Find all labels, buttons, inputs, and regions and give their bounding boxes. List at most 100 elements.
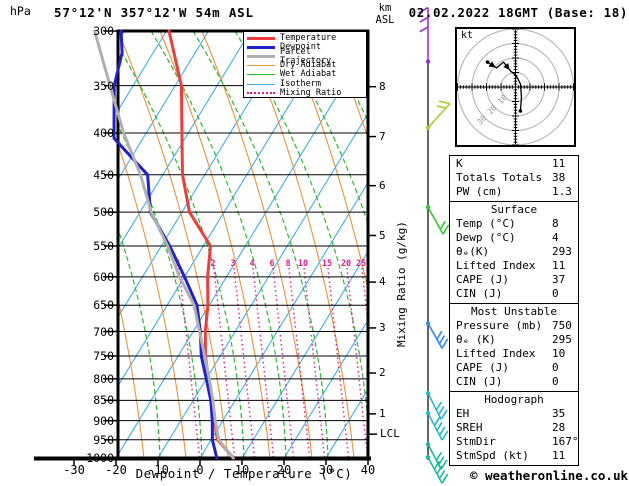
index-label: CIN (J) (456, 287, 503, 300)
hodograph-frame (455, 27, 576, 147)
index-row: EH 35 (450, 407, 578, 421)
index-value: 0 (552, 375, 559, 388)
legend-swatch-wet-adiabat (247, 74, 275, 76)
run-date-label: 02.02.2022 18GMT (Base: 18) (408, 5, 628, 20)
index-value: 10 (552, 347, 566, 360)
x-tick-label: 20 (276, 463, 292, 477)
km-tick-label: 7 (379, 129, 386, 143)
index-value: 167° (552, 435, 579, 448)
x-tick-label: 30 (318, 463, 334, 477)
index-value: 293 (552, 245, 572, 258)
pressure-tick-label: 600 (93, 269, 114, 284)
index-label: EH (456, 407, 470, 420)
x-axis-label: Dewpoint / Temperature (°C) (135, 466, 353, 481)
index-row: Totals Totals 38 (450, 171, 578, 185)
mixing-ratio-line-label: 8 (285, 259, 290, 269)
pressure-tick-label: 450 (93, 167, 114, 182)
pressure-tick-label: 500 (93, 205, 114, 220)
legend-label: Dry Adiabat (280, 60, 337, 71)
mixing-ratio-line-label: 4 (249, 259, 254, 269)
index-label: θₑ(K) (456, 245, 490, 258)
km-tick-label: 4 (379, 275, 386, 289)
index-label: K (456, 157, 463, 170)
index-row: Lifted Index 10 (450, 347, 578, 361)
legend-label: Dewpoint (280, 42, 321, 53)
index-value: 8 (552, 217, 559, 230)
index-label: Totals Totals (456, 171, 543, 184)
index-row: StmDir 167° (450, 435, 579, 449)
section-title: Surface (490, 203, 538, 216)
index-label: Lifted Index (456, 347, 536, 360)
index-value: 4 (552, 231, 559, 244)
legend-item: Dry Adiabat (247, 61, 363, 70)
section-title: Hodograph (484, 393, 544, 406)
index-row: CIN (J) 0 (450, 375, 578, 389)
km-tick-label: 5 (379, 228, 386, 242)
index-value: 0 (552, 361, 559, 374)
index-row: θₑ(K) 293 (450, 245, 578, 259)
lcl-marker-label: LCL (380, 427, 400, 440)
mixing-ratio-axis-label: Mixing Ratio (g/kg) (395, 221, 408, 347)
index-value: 1.3 (552, 185, 572, 198)
indices-section-surface: Surface Temp (°C) 8 Dewp (°C) 4 θₑ(K) 293 Lifte… (449, 201, 579, 304)
pressure-tick-label: 550 (93, 238, 114, 253)
legend-swatch-dewpoint (247, 46, 275, 50)
km-tick-label: 1 (379, 406, 386, 420)
pressure-tick-label: 800 (93, 371, 114, 386)
x-tick-label: -30 (63, 463, 85, 477)
legend-swatch-mixing-ratio (247, 92, 275, 95)
hodograph-trace (487, 61, 523, 111)
mixing-ratio-line-label: 3 (230, 259, 235, 269)
pressure-tick-label: 300 (93, 24, 114, 38)
index-row: CAPE (J) 37 (450, 273, 578, 287)
legend-label: Parcel Trajectory (280, 46, 332, 66)
wind-barb (425, 442, 448, 470)
index-row: Pressure (mb) 750 (450, 319, 578, 333)
legend-label: Mixing Ratio (280, 87, 342, 98)
x-tick-label: -10 (147, 463, 169, 477)
km-tick-label: 8 (379, 79, 386, 93)
indices-section-most-unstable: Most Unstable Pressure (mb) 750 θₑ (K) 295 Li… (449, 303, 579, 392)
wind-barb (425, 410, 449, 441)
temperature-curve (167, 29, 236, 460)
index-label: PW (cm) (456, 185, 503, 198)
indices-section: K 11 Totals Totals 38 PW (cm) 1.3 (449, 155, 579, 202)
x-tick-label: 10 (234, 463, 250, 477)
legend-box: Temperature Dewpoint Parcel Trajectory Dry … (243, 31, 367, 98)
index-label: Temp (°C) (456, 217, 516, 230)
index-value: 38 (552, 171, 566, 184)
index-label: StmDir (456, 435, 496, 448)
index-value: 0 (552, 287, 559, 300)
legend-swatch-parcel-trajectory (247, 55, 275, 59)
wind-barb (425, 455, 449, 484)
km-tick-label: 2 (379, 366, 386, 380)
pressure-tick-label: 350 (93, 78, 114, 93)
pressure-tick-label: 850 (93, 393, 114, 408)
mixing-ratio-line-label: 6 (269, 259, 274, 269)
index-value: 37 (552, 273, 566, 286)
index-label: CIN (J) (456, 375, 503, 388)
index-row: CAPE (J) 0 (450, 361, 578, 375)
km-tick-label: 3 (379, 320, 386, 334)
index-label: SREH (456, 421, 483, 434)
x-tick-label: 0 (196, 463, 204, 477)
index-row: StmSpd (kt) 11 (450, 449, 578, 463)
index-label: CAPE (J) (456, 361, 509, 374)
pressure-tick-label: 1000 (86, 451, 114, 465)
wind-barb (425, 390, 448, 420)
mixing-ratio-line-label: 20 (341, 259, 351, 269)
mixing-ratio-line-label: 10 (298, 259, 308, 269)
index-row: θₑ (K) 295 (450, 333, 578, 347)
mixing-ratio-line-label: 25 (356, 259, 366, 269)
legend-swatch-temperature (247, 37, 275, 41)
pressure-tick-label: 650 (93, 298, 114, 313)
copyright-label: © weatheronline.co.uk (469, 468, 628, 483)
index-row: CIN (J) 0 (450, 287, 578, 301)
index-label: θₑ (K) (456, 333, 496, 346)
index-label: CAPE (J) (456, 273, 509, 286)
wind-barb (425, 321, 449, 349)
index-row: Temp (°C) 8 (450, 217, 578, 231)
legend-item: Temperature (247, 34, 363, 43)
indices-section-hodograph: Hodograph EH 35 SREH 28 StmDir 167° StmSpd (kt)… (449, 391, 579, 466)
index-value: 750 (552, 319, 572, 332)
